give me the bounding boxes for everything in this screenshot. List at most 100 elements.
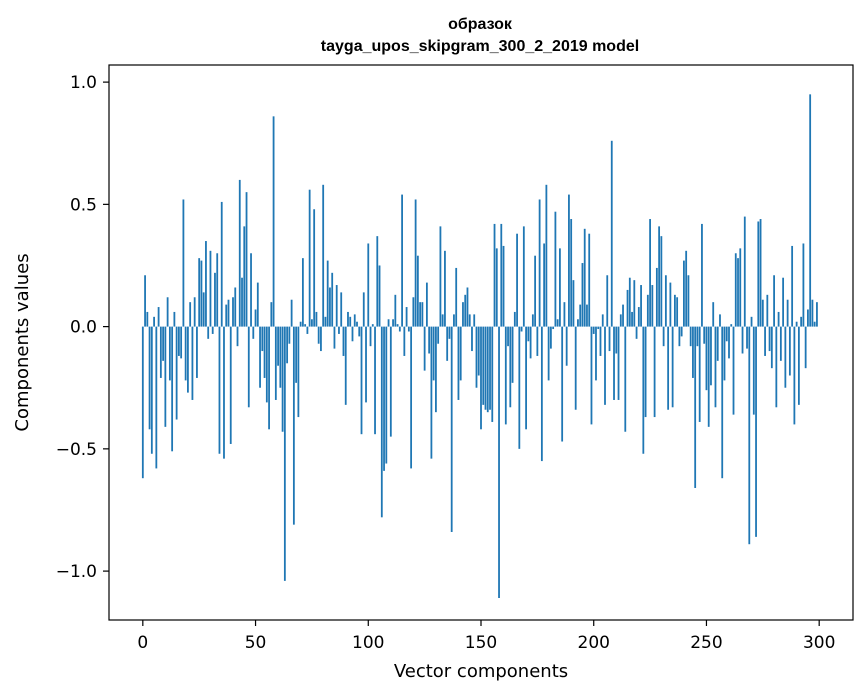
bar [631, 311, 633, 327]
bar [394, 294, 397, 327]
bar [531, 314, 534, 327]
bar [791, 245, 794, 327]
bar [651, 285, 654, 327]
bar [725, 326, 728, 342]
bar [387, 319, 390, 327]
bar [617, 326, 620, 400]
bar [757, 221, 760, 327]
chart-title: образок [448, 16, 513, 33]
bar [144, 275, 146, 327]
bar [421, 302, 424, 327]
bar [338, 326, 340, 334]
bar [802, 243, 805, 327]
bar [755, 326, 757, 537]
bar [468, 314, 471, 327]
bar [365, 326, 367, 403]
bar [570, 219, 573, 327]
bar [182, 199, 185, 327]
bar [696, 326, 699, 347]
bar [256, 282, 259, 327]
bar [216, 253, 219, 327]
bar [739, 248, 742, 327]
bar [730, 324, 733, 327]
bar [344, 326, 347, 405]
x-axis-label: Vector components [394, 661, 568, 682]
bar [685, 250, 688, 327]
bar [498, 326, 500, 598]
bar [604, 326, 606, 405]
bar [455, 267, 458, 327]
bar [784, 326, 787, 388]
bar [430, 326, 433, 459]
bar [592, 326, 595, 334]
bar [502, 245, 505, 327]
bar [173, 311, 176, 327]
bar [326, 260, 329, 327]
bar [633, 280, 636, 327]
bar [673, 294, 676, 327]
bar [297, 326, 300, 418]
bar [435, 326, 437, 413]
bar [775, 326, 778, 408]
bar [520, 326, 523, 332]
bar [547, 326, 550, 381]
bar [369, 326, 372, 347]
bar [642, 326, 645, 454]
bar [662, 326, 665, 347]
bar [678, 326, 681, 347]
bar [347, 311, 349, 327]
bar [714, 326, 717, 408]
bar [680, 326, 683, 337]
bar [292, 326, 295, 525]
bar [599, 326, 602, 356]
bar [308, 189, 311, 327]
bar [804, 326, 807, 369]
bar [335, 285, 338, 327]
bar [396, 324, 399, 327]
bar [177, 326, 180, 356]
bar [649, 219, 651, 327]
bar [263, 326, 266, 378]
bar [513, 311, 516, 327]
bar [637, 307, 640, 327]
bar [274, 326, 277, 400]
bar [489, 326, 491, 410]
bar [509, 326, 512, 408]
bar [782, 277, 785, 327]
y-axis-ticks: −1.0 −0.5 0.0 0.5 1.0 [56, 73, 109, 582]
bar [475, 326, 478, 388]
bar [723, 326, 726, 381]
bar [229, 326, 232, 444]
bar [389, 326, 392, 437]
bar [247, 326, 250, 408]
bar [441, 314, 444, 327]
bar [800, 316, 803, 327]
bar [667, 326, 670, 410]
bar [689, 326, 692, 347]
bar [491, 326, 494, 422]
bar [416, 255, 419, 327]
bar [351, 326, 354, 342]
bar [236, 326, 239, 347]
bar [773, 275, 775, 327]
bar [525, 326, 527, 430]
bar [214, 272, 216, 327]
bar [200, 260, 203, 327]
bar [694, 326, 697, 488]
bar [807, 309, 809, 327]
bar [786, 299, 789, 327]
bar [466, 287, 469, 327]
bar [766, 294, 769, 327]
bar [473, 314, 476, 327]
bar [261, 326, 264, 352]
bar [196, 326, 198, 378]
bar [477, 326, 480, 376]
bar [153, 316, 155, 327]
bar [705, 326, 708, 391]
bar [529, 326, 532, 359]
bar [732, 326, 735, 415]
bar [626, 289, 629, 327]
bar [779, 326, 782, 361]
bar [816, 302, 818, 327]
